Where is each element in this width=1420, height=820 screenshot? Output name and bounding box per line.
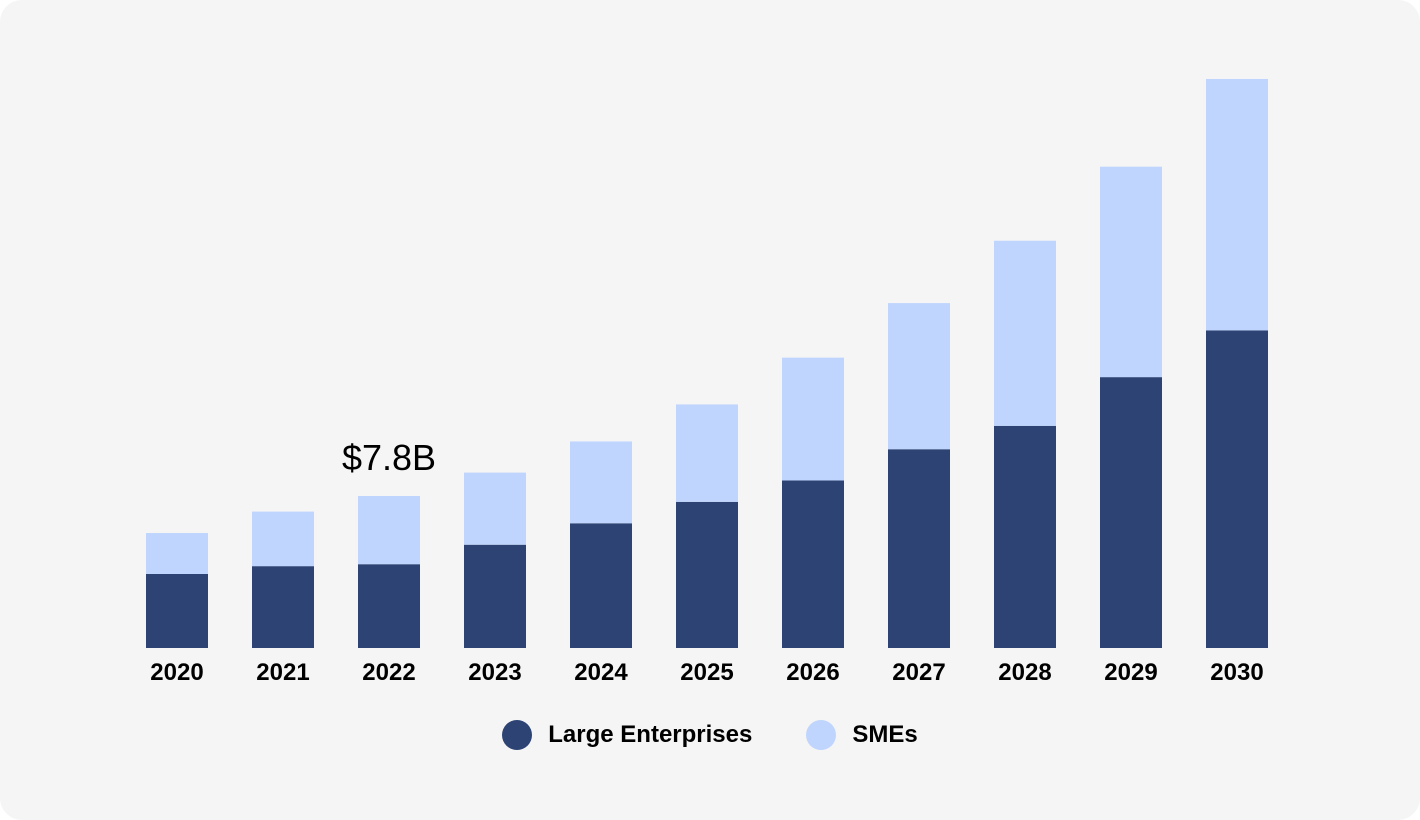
bar-smes-2021 xyxy=(252,511,314,567)
bar-smes-2027 xyxy=(888,303,950,450)
legend-swatch xyxy=(806,720,837,750)
bar-large-enterprises-2026 xyxy=(782,480,844,648)
x-tick-label: 2025 xyxy=(680,659,733,686)
legend-swatch xyxy=(502,720,533,750)
legend-label: Large Enterprises xyxy=(548,721,753,748)
legend-item-large-enterprises: Large Enterprises xyxy=(502,720,752,750)
bar-large-enterprises-2028 xyxy=(994,425,1056,648)
bar-smes-2026 xyxy=(782,357,844,481)
bar-smes-2020 xyxy=(146,533,208,574)
x-tick-label: 2020 xyxy=(150,659,203,686)
bar-large-enterprises-2025 xyxy=(676,501,738,648)
bar-large-enterprises-2020 xyxy=(146,573,208,648)
bar-smes-2030 xyxy=(1206,78,1268,331)
x-tick-label: 2028 xyxy=(998,659,1051,686)
bar-smes-2024 xyxy=(570,441,632,524)
bar-large-enterprises-2027 xyxy=(888,449,950,648)
bar-large-enterprises-2030 xyxy=(1206,330,1268,648)
x-tick-label: 2029 xyxy=(1104,659,1157,686)
bar-large-enterprises-2023 xyxy=(464,544,526,648)
bar-smes-2029 xyxy=(1100,166,1162,378)
bar-smes-2025 xyxy=(676,404,738,502)
x-tick-label: 2022 xyxy=(362,659,415,686)
bar-large-enterprises-2022 xyxy=(358,564,420,648)
bar-large-enterprises-2024 xyxy=(570,523,632,648)
x-tick-label: 2030 xyxy=(1210,659,1263,686)
bar-smes-2023 xyxy=(464,472,526,545)
x-tick-label: 2026 xyxy=(786,659,839,686)
legend: Large Enterprises SMEs xyxy=(0,720,1420,750)
bar-large-enterprises-2029 xyxy=(1100,377,1162,648)
x-tick-label: 2024 xyxy=(574,659,628,686)
x-tick-label: 2027 xyxy=(892,659,945,686)
data-label: $7.8B xyxy=(342,437,436,478)
x-tick-label: 2023 xyxy=(468,659,521,686)
bar-smes-2022 xyxy=(358,496,420,565)
legend-item-smes: SMEs xyxy=(806,720,918,750)
bar-large-enterprises-2021 xyxy=(252,566,314,648)
legend-label: SMEs xyxy=(852,721,918,748)
bar-smes-2028 xyxy=(994,240,1056,426)
x-tick-label: 2021 xyxy=(256,659,309,686)
